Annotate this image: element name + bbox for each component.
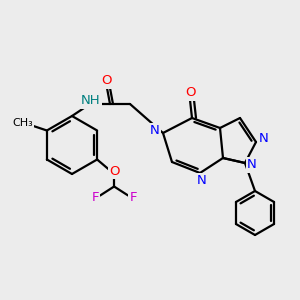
Text: N: N xyxy=(150,124,160,137)
Text: F: F xyxy=(92,191,99,204)
Text: F: F xyxy=(129,191,137,204)
Text: NH: NH xyxy=(81,94,101,107)
Text: O: O xyxy=(186,86,196,100)
Text: N: N xyxy=(247,158,257,172)
Text: N: N xyxy=(197,175,207,188)
Text: O: O xyxy=(102,74,112,88)
Text: CH₃: CH₃ xyxy=(13,118,33,128)
Text: O: O xyxy=(109,165,119,178)
Text: N: N xyxy=(259,131,269,145)
